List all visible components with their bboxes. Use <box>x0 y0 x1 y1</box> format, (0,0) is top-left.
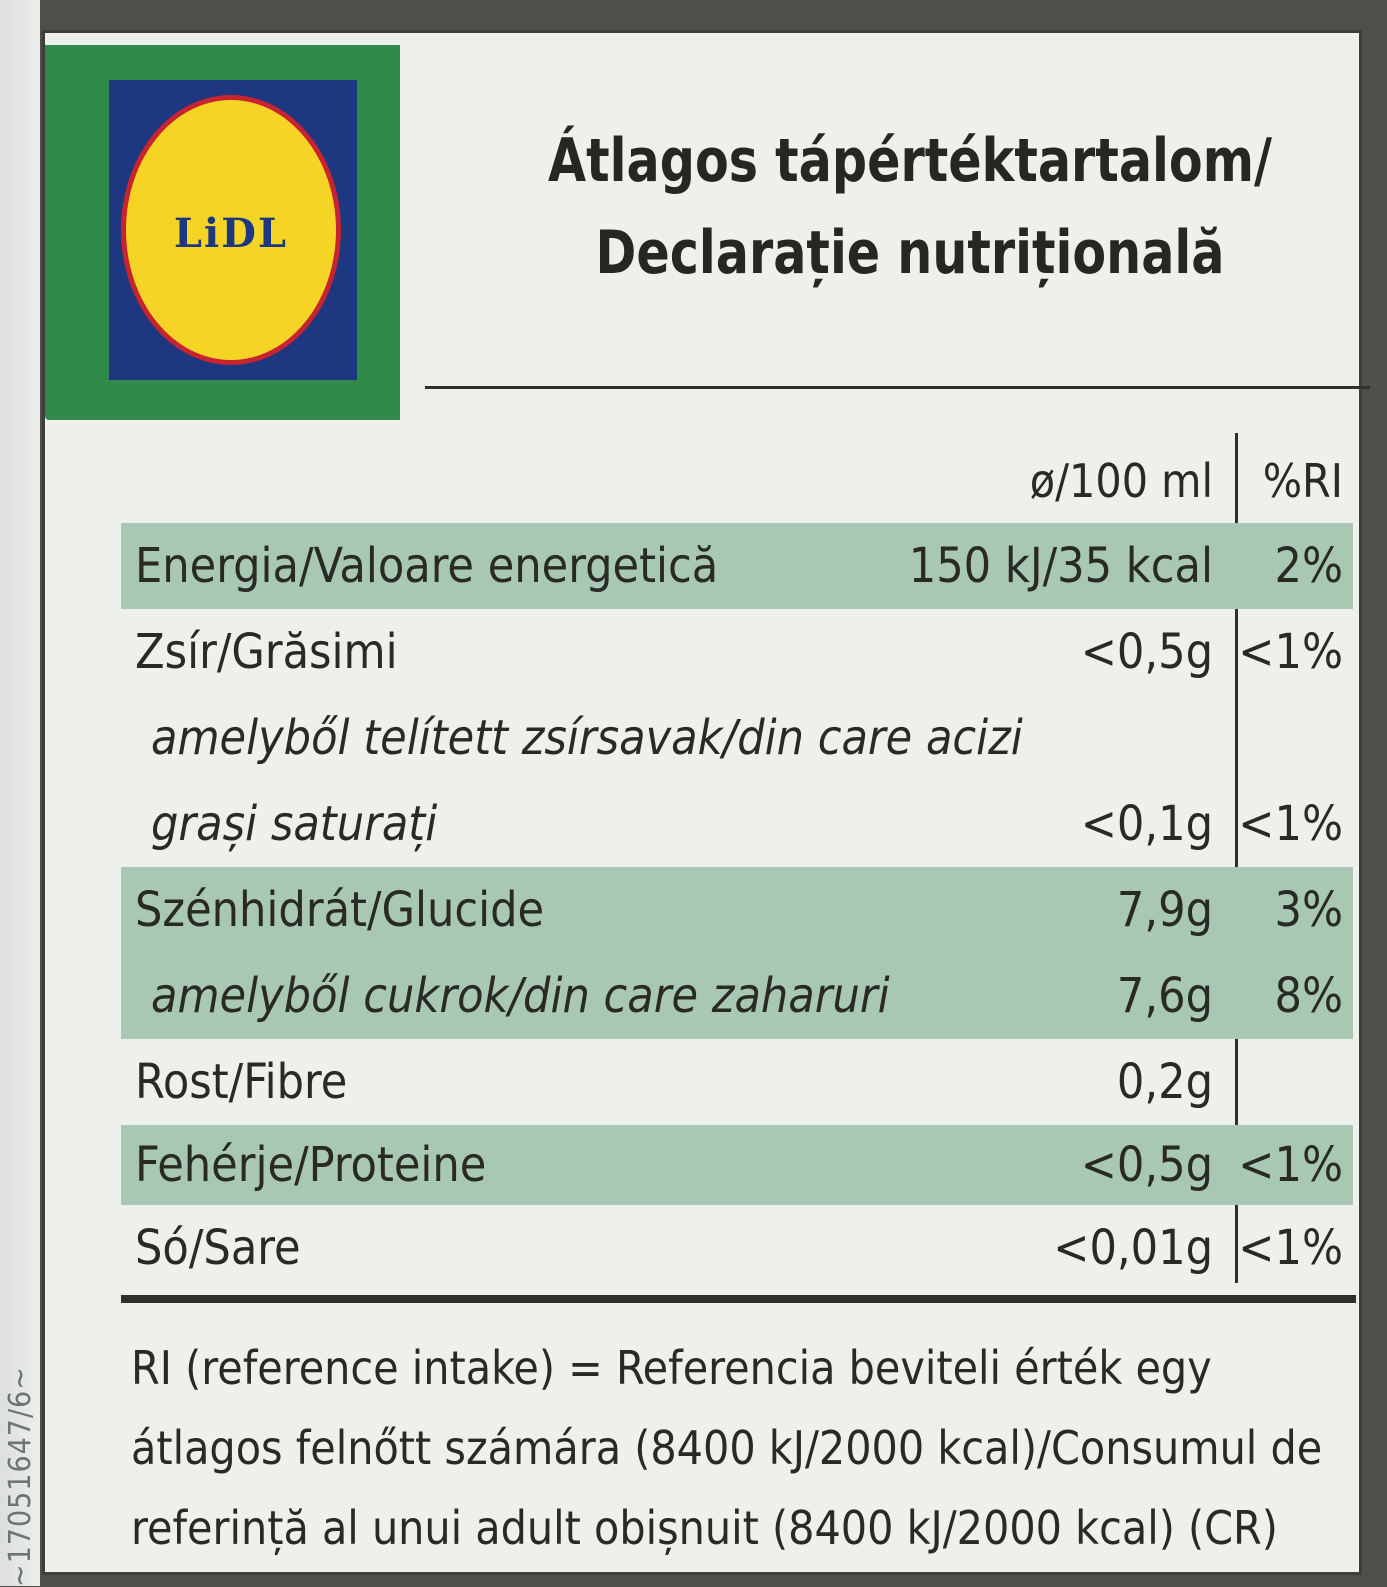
table-row-saturates: grași saturați <0,1g <1% <box>121 781 1353 867</box>
title-divider <box>425 386 1370 389</box>
row-ri: <1% <box>1238 1220 1343 1276</box>
row-name: Zsír/Grăsimi <box>135 624 398 680</box>
footnote-line: átlagos felnőtt számára (8400 kJ/2000 kc… <box>131 1421 1323 1475</box>
table-row-sugars: amelyből cukrok/din care zaharuri 7,6g 8… <box>121 953 1353 1039</box>
row-ri: 8% <box>1274 968 1343 1024</box>
side-strip: ~17051647/6~ <box>0 0 40 1587</box>
row-ri: <1% <box>1238 796 1343 852</box>
table-bottom-divider <box>121 1295 1356 1303</box>
row-value: <0,5g <box>1080 624 1213 680</box>
nutrition-label: LiDL Átlagos tápértéktartalom/ Declarați… <box>42 30 1370 1575</box>
column-separator <box>1235 433 1238 1283</box>
footnote-line: referință al unui adult obișnuit (8400 k… <box>131 1501 1278 1555</box>
header-ri: %RI <box>1262 454 1343 508</box>
nutrition-table: ø/100 ml %RI Energia/Valoare energetică … <box>121 439 1353 1291</box>
footnote-line: RI (reference intake) = Referencia bevit… <box>131 1341 1212 1395</box>
row-name: Fehérje/Proteine <box>135 1137 487 1193</box>
table-row-salt: Só/Sare <0,01g <1% <box>121 1205 1353 1291</box>
table-row-carbohydrate: Szénhidrát/Glucide 7,9g 3% <box>121 867 1353 953</box>
row-value: <0,5g <box>1080 1137 1213 1193</box>
row-name: amelyből telített zsírsavak/din care aci… <box>151 710 1023 766</box>
row-value: 150 kJ/35 kcal <box>908 538 1213 594</box>
row-value: 7,6g <box>1116 968 1213 1024</box>
row-name: grași saturați <box>151 796 438 852</box>
row-ri: <1% <box>1238 624 1343 680</box>
row-name: Energia/Valoare energetică <box>135 538 719 594</box>
table-row-energy: Energia/Valoare energetică 150 kJ/35 kca… <box>121 523 1353 609</box>
table-row-fibre: Rost/Fibre 0,2g <box>121 1039 1353 1125</box>
lidl-logo-background: LiDL <box>45 45 400 420</box>
label-title: Átlagos tápértéktartalom/ Declarație nut… <box>529 115 1292 299</box>
row-value: <0,1g <box>1080 796 1213 852</box>
row-name: Só/Sare <box>135 1220 301 1276</box>
table-row-fat: Zsír/Grăsimi <0,5g <1% <box>121 609 1353 695</box>
lidl-logo-circle: LiDL <box>121 95 341 365</box>
row-value: <0,01g <box>1053 1220 1213 1276</box>
header-per-100ml: ø/100 ml <box>1029 454 1213 508</box>
row-ri: 2% <box>1274 538 1343 594</box>
ri-footnote: RI (reference intake) = Referencia bevit… <box>131 1328 1361 1568</box>
title-line-ro: Declarație nutrițională <box>595 218 1225 288</box>
table-header: ø/100 ml %RI <box>121 439 1353 523</box>
row-name: amelyből cukrok/din care zaharuri <box>151 968 890 1024</box>
row-value: 0,2g <box>1116 1054 1213 1110</box>
row-ri: 3% <box>1274 882 1343 938</box>
row-name: Szénhidrát/Glucide <box>135 882 545 938</box>
lidl-logo-text: LiDL <box>173 210 289 257</box>
lidl-logo: LiDL <box>109 80 357 380</box>
title-line-hu: Átlagos tápértéktartalom/ <box>548 126 1272 196</box>
row-ri: <1% <box>1238 1137 1343 1193</box>
side-product-code: ~17051647/6~ <box>3 1366 38 1587</box>
table-row-saturates-label: amelyből telített zsírsavak/din care aci… <box>121 695 1353 781</box>
row-value: 7,9g <box>1116 882 1213 938</box>
table-row-protein: Fehérje/Proteine <0,5g <1% <box>121 1125 1353 1205</box>
row-name: Rost/Fibre <box>135 1054 348 1110</box>
